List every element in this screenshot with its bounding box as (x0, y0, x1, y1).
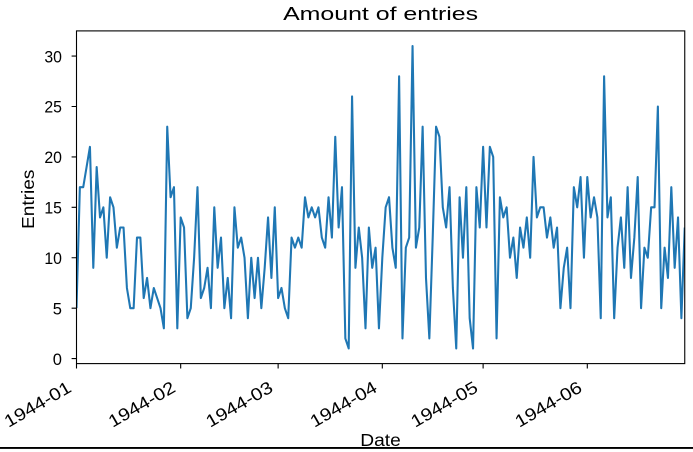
svg-text:Date: Date (360, 430, 401, 450)
svg-text:20: 20 (44, 148, 62, 167)
svg-text:25: 25 (44, 98, 62, 117)
svg-text:15: 15 (44, 199, 62, 218)
svg-text:Amount of entries: Amount of entries (283, 4, 478, 24)
svg-text:0: 0 (53, 350, 62, 369)
svg-text:Entries: Entries (18, 169, 38, 229)
svg-text:30: 30 (44, 47, 62, 66)
svg-text:5: 5 (53, 299, 62, 318)
svg-text:10: 10 (44, 249, 62, 268)
